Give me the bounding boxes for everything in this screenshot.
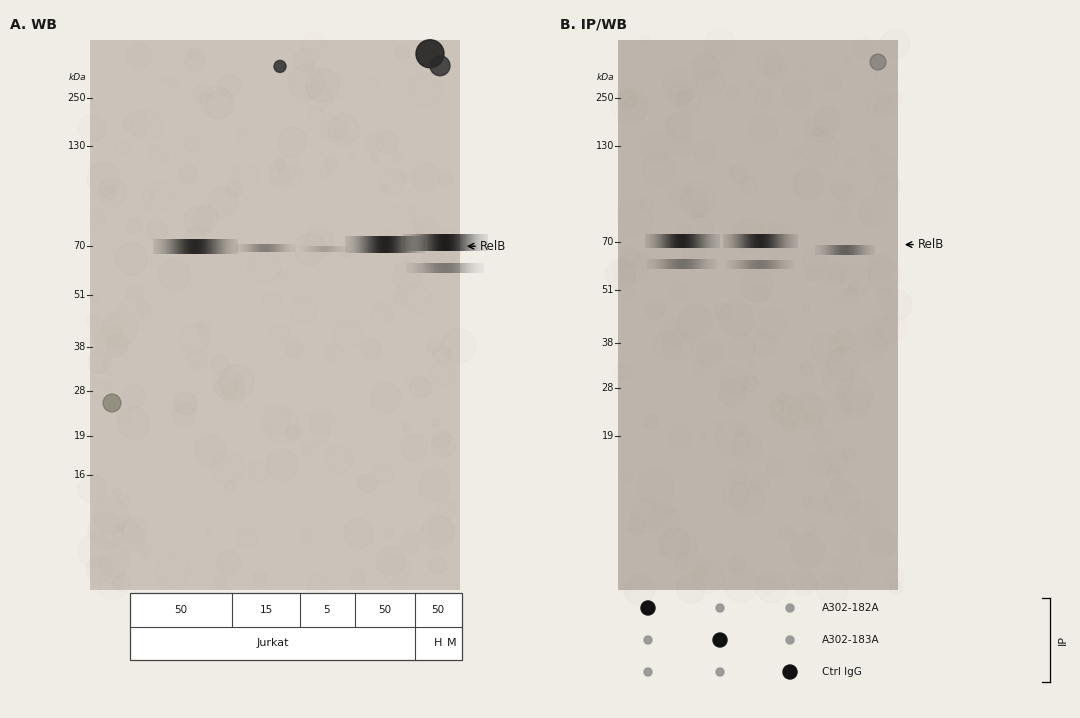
- Text: H: H: [434, 638, 443, 648]
- Text: 250: 250: [595, 93, 615, 103]
- Text: 50: 50: [431, 605, 445, 615]
- Circle shape: [642, 601, 654, 615]
- Circle shape: [416, 39, 444, 67]
- Bar: [618, 40, 897, 590]
- Text: 16: 16: [73, 470, 86, 480]
- Circle shape: [716, 668, 724, 676]
- Text: 15: 15: [259, 605, 272, 615]
- Bar: [130, 593, 462, 660]
- Text: 51: 51: [73, 289, 86, 299]
- Circle shape: [783, 665, 797, 679]
- Circle shape: [713, 633, 727, 647]
- Text: 19: 19: [602, 431, 615, 441]
- Text: 130: 130: [68, 141, 86, 151]
- Text: kDa: kDa: [596, 73, 615, 82]
- Text: 50: 50: [378, 605, 392, 615]
- Text: 38: 38: [602, 337, 615, 348]
- Text: 70: 70: [602, 238, 615, 248]
- Circle shape: [430, 56, 450, 76]
- Text: 51: 51: [602, 285, 615, 295]
- Circle shape: [274, 60, 286, 73]
- Text: 50: 50: [175, 605, 188, 615]
- Circle shape: [644, 668, 652, 676]
- Text: 130: 130: [596, 141, 615, 151]
- Circle shape: [644, 636, 652, 644]
- Text: RelB: RelB: [480, 240, 507, 253]
- Circle shape: [103, 394, 121, 412]
- Text: B. IP/WB: B. IP/WB: [561, 18, 627, 32]
- Text: 19: 19: [73, 431, 86, 441]
- Bar: [90, 40, 460, 590]
- Circle shape: [870, 54, 886, 70]
- Text: A. WB: A. WB: [10, 18, 57, 32]
- Text: 5: 5: [324, 605, 330, 615]
- Text: 70: 70: [73, 241, 86, 251]
- Text: 250: 250: [67, 93, 86, 103]
- Circle shape: [786, 604, 794, 612]
- Text: RelB: RelB: [918, 238, 944, 251]
- Text: 28: 28: [73, 386, 86, 396]
- Text: Ctrl IgG: Ctrl IgG: [822, 667, 862, 677]
- Text: A302-183A: A302-183A: [822, 635, 879, 645]
- Text: kDa: kDa: [68, 73, 86, 82]
- Circle shape: [786, 636, 794, 644]
- Text: Jurkat: Jurkat: [256, 638, 288, 648]
- Text: 28: 28: [602, 383, 615, 393]
- Text: IP: IP: [1058, 635, 1068, 645]
- Circle shape: [716, 604, 724, 612]
- Text: M: M: [447, 638, 457, 648]
- Text: 38: 38: [73, 342, 86, 352]
- Text: A302-182A: A302-182A: [822, 603, 879, 613]
